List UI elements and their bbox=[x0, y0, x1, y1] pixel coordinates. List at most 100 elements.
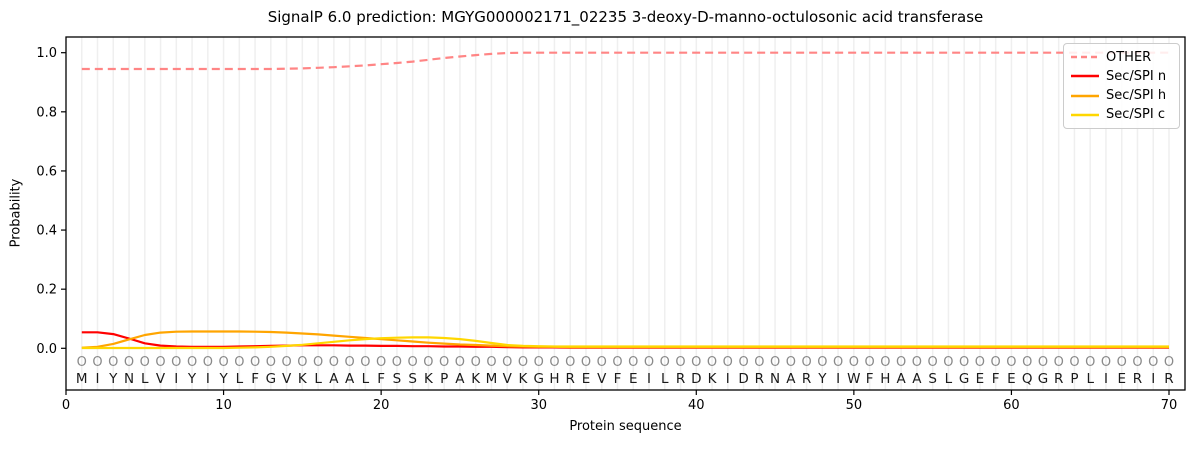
residue-letter: L bbox=[362, 371, 370, 387]
residue-mark: O bbox=[833, 355, 843, 370]
residue-mark: O bbox=[392, 355, 402, 370]
residue-letter: S bbox=[928, 371, 937, 387]
residue-mark: O bbox=[203, 355, 213, 370]
residue-letter: A bbox=[345, 371, 355, 387]
x-tick-label: 10 bbox=[215, 398, 232, 413]
residue-mark: O bbox=[329, 355, 339, 370]
residue-letter: K bbox=[424, 371, 434, 387]
residue-letter: V bbox=[282, 371, 292, 387]
y-tick-label: 0.0 bbox=[36, 342, 57, 357]
residue-mark: O bbox=[975, 355, 985, 370]
residue-letter: I bbox=[96, 371, 100, 387]
residue-letter: Q bbox=[1022, 371, 1033, 387]
residue-letter: A bbox=[786, 371, 796, 387]
residue-letter: L bbox=[661, 371, 669, 387]
residue-letter: P bbox=[440, 371, 448, 387]
residue-letter: K bbox=[298, 371, 308, 387]
residue-letter: M bbox=[486, 371, 498, 387]
residue-letter: A bbox=[912, 371, 922, 387]
residue-mark: O bbox=[707, 355, 717, 370]
residue-mark: O bbox=[502, 355, 512, 370]
residue-mark: O bbox=[928, 355, 938, 370]
residue-mark: O bbox=[1069, 355, 1079, 370]
residue-mark: O bbox=[376, 355, 386, 370]
residue-letter: K bbox=[471, 371, 481, 387]
residue-letter: L bbox=[141, 371, 149, 387]
residue-letter: K bbox=[519, 371, 529, 387]
residue-letter: S bbox=[393, 371, 402, 387]
residue-letter: Y bbox=[218, 371, 228, 387]
legend-item-sec-spi-c: Sec/SPI c bbox=[1071, 106, 1172, 124]
residue-mark: O bbox=[486, 355, 496, 370]
residue-letter: S bbox=[408, 371, 417, 387]
residue-mark: O bbox=[581, 355, 591, 370]
residue-letter: F bbox=[992, 371, 1000, 387]
gridlines bbox=[81, 37, 1170, 390]
residue-letter: A bbox=[897, 371, 907, 387]
legend-label: Sec/SPI c bbox=[1106, 107, 1165, 123]
residue-letter: E bbox=[1117, 371, 1126, 387]
residue-letter: G bbox=[1038, 371, 1048, 387]
residue-letter: L bbox=[945, 371, 953, 387]
residue-mark: O bbox=[408, 355, 418, 370]
x-axis-ticks: 0 10 20 30 40 50 60 70 bbox=[62, 390, 1177, 413]
residue-letter: V bbox=[597, 371, 607, 387]
residue-letter: R bbox=[566, 371, 575, 387]
legend: OTHER Sec/SPI n Sec/SPI h Sec/SPI c bbox=[1063, 43, 1180, 129]
residue-mark: O bbox=[124, 355, 134, 370]
residue-letter: V bbox=[503, 371, 513, 387]
y-axis-ticks: 0.0 0.2 0.4 0.6 0.8 1.0 bbox=[36, 46, 66, 357]
residue-letter: F bbox=[614, 371, 622, 387]
residue-letter: H bbox=[549, 371, 559, 387]
residue-mark: O bbox=[959, 355, 969, 370]
x-tick-label: 30 bbox=[530, 398, 547, 413]
residue-mark: O bbox=[360, 355, 370, 370]
residue-mark: O bbox=[423, 355, 433, 370]
y-tick-label: 1.0 bbox=[36, 46, 57, 61]
residue-mark: O bbox=[266, 355, 276, 370]
residue-letter: N bbox=[770, 371, 780, 387]
legend-item-sec-spi-n: Sec/SPI n bbox=[1071, 67, 1172, 85]
legend-item-other: OTHER bbox=[1071, 48, 1172, 66]
residue-letter: L bbox=[314, 371, 322, 387]
residue-mark: O bbox=[1132, 355, 1142, 370]
residue-mark: O bbox=[786, 355, 796, 370]
residue-mark: O bbox=[801, 355, 811, 370]
residue-mark: O bbox=[880, 355, 890, 370]
residue-letter: I bbox=[726, 371, 730, 387]
x-tick-label: 40 bbox=[688, 398, 705, 413]
residue-letter: R bbox=[1054, 371, 1063, 387]
residue-letter: R bbox=[802, 371, 811, 387]
residue-letter: I bbox=[647, 371, 651, 387]
residue-mark: O bbox=[770, 355, 780, 370]
residue-mark: O bbox=[754, 355, 764, 370]
residue-mark: O bbox=[455, 355, 465, 370]
residue-mark: O bbox=[92, 355, 102, 370]
residue-letter: I bbox=[1104, 371, 1108, 387]
residue-letter: R bbox=[1164, 371, 1173, 387]
residue-letter: W bbox=[847, 371, 860, 387]
legend-line-swatch bbox=[1071, 113, 1099, 116]
residue-letter: I bbox=[836, 371, 840, 387]
residue-letter: F bbox=[251, 371, 259, 387]
residue-mark: O bbox=[675, 355, 685, 370]
residue-mark: O bbox=[1006, 355, 1016, 370]
residue-mark: O bbox=[140, 355, 150, 370]
residue-letter: E bbox=[1007, 371, 1016, 387]
y-tick-label: 0.4 bbox=[36, 224, 57, 239]
series-line-other bbox=[81, 51, 1169, 71]
x-tick-label: 60 bbox=[1003, 398, 1020, 413]
residue-mark: O bbox=[1054, 355, 1064, 370]
residue-mark: O bbox=[597, 355, 607, 370]
residue-mark: O bbox=[943, 355, 953, 370]
residue-mark: O bbox=[297, 355, 307, 370]
residue-letter: L bbox=[236, 371, 244, 387]
residue-letter: I bbox=[1151, 371, 1155, 387]
residue-letter: M bbox=[76, 371, 88, 387]
residue-letter: G bbox=[266, 371, 276, 387]
legend-item-sec-spi-h: Sec/SPI h bbox=[1071, 87, 1172, 105]
residue-mark: O bbox=[660, 355, 670, 370]
residue-mark: O bbox=[1085, 355, 1095, 370]
